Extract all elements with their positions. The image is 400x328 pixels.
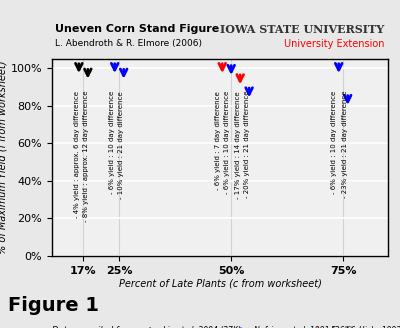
Text: Liu et al. 2004 (27K): Liu et al. 2004 (27K) bbox=[163, 326, 241, 328]
Text: - 17% yield : 14 day difference: - 17% yield : 14 day difference bbox=[235, 91, 241, 198]
Text: - 6% yield : 10 day difference: - 6% yield : 10 day difference bbox=[224, 91, 230, 194]
Text: - 6% yield : 10 day difference: - 6% yield : 10 day difference bbox=[110, 91, 116, 194]
Text: L. Abendroth & R. Elmore (2006): L. Abendroth & R. Elmore (2006) bbox=[55, 39, 202, 48]
Text: - 20% yield : 21 day difference: - 20% yield : 21 day difference bbox=[244, 91, 250, 198]
Text: University Extension: University Extension bbox=[284, 39, 385, 49]
Text: Ford & Hicks 1992 (32K): Ford & Hicks 1992 (32K) bbox=[331, 326, 400, 328]
Text: - 10% yield : 21 day difference: - 10% yield : 21 day difference bbox=[118, 91, 124, 198]
Text: Figure 1: Figure 1 bbox=[8, 296, 99, 315]
Text: Nafziger et al. 1991 (26K): Nafziger et al. 1991 (26K) bbox=[254, 326, 352, 328]
Text: - 8% yield : approx. 12 day difference: - 8% yield : approx. 12 day difference bbox=[83, 91, 89, 222]
Text: Uneven Corn Stand Figure: Uneven Corn Stand Figure bbox=[55, 24, 220, 33]
Y-axis label: % of Maximum Yield (f from worksheet): % of Maximum Yield (f from worksheet) bbox=[0, 61, 8, 254]
Text: - 23% yield : 21 day difference: - 23% yield : 21 day difference bbox=[342, 91, 348, 198]
Text: - 6% yield : 7 day difference: - 6% yield : 7 day difference bbox=[215, 91, 221, 190]
Text: IOWA STATE UNIVERSITY: IOWA STATE UNIVERSITY bbox=[220, 24, 385, 35]
Text: - 6% yield : 10 day difference: - 6% yield : 10 day difference bbox=[331, 91, 337, 194]
Text: - 4% yield : approx. 6 day difference: - 4% yield : approx. 6 day difference bbox=[74, 91, 80, 218]
Text: Data compiled from:: Data compiled from: bbox=[52, 326, 138, 328]
X-axis label: Percent of Late Plants (c from worksheet): Percent of Late Plants (c from worksheet… bbox=[118, 278, 322, 288]
